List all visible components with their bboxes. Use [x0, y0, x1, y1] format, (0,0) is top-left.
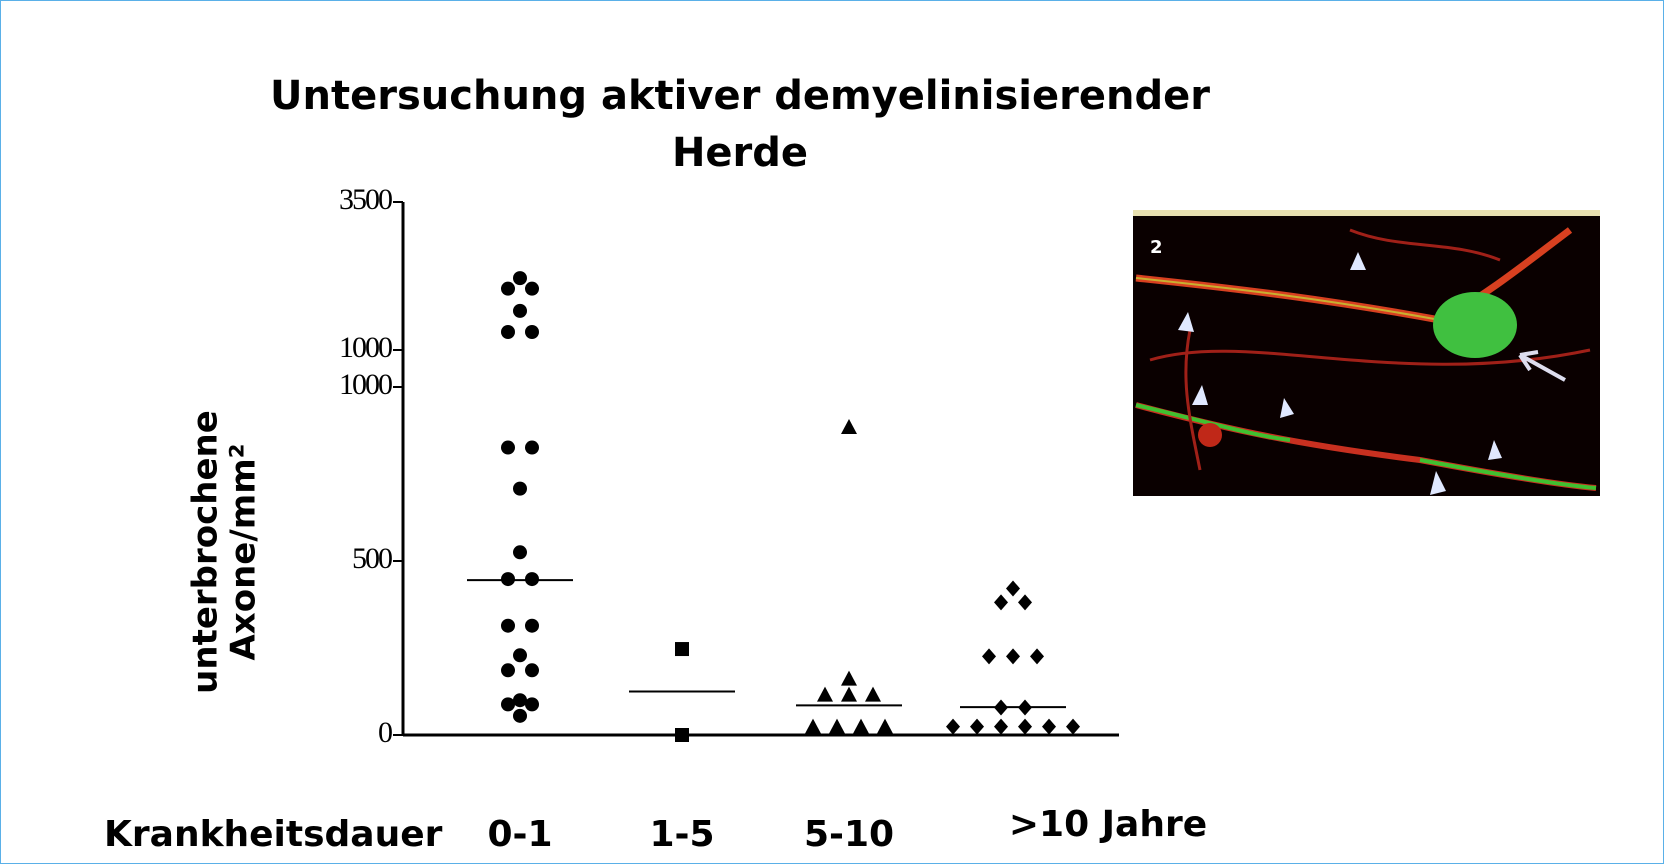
dot [501, 663, 515, 678]
dot [525, 440, 539, 455]
y-label-line: Axone/mm² [224, 443, 264, 660]
dot [501, 325, 515, 340]
dot [1018, 594, 1032, 611]
dot [501, 697, 515, 712]
dot [1030, 648, 1044, 665]
dot [675, 728, 689, 742]
dot [525, 325, 539, 340]
dot [513, 481, 527, 496]
dot [865, 686, 881, 702]
dot [501, 572, 515, 587]
x-tick-label: 5-10 [804, 814, 894, 855]
dot [501, 440, 515, 455]
dot [525, 697, 539, 712]
dot [817, 686, 833, 702]
dot [853, 718, 869, 734]
y-label-line: unterbrochene [186, 410, 226, 694]
dot [877, 718, 893, 734]
dot [513, 271, 527, 286]
dot [805, 718, 821, 734]
dot [829, 718, 845, 734]
dot [525, 281, 539, 296]
axon [1135, 277, 1441, 321]
dot [841, 419, 857, 435]
dot [982, 648, 996, 665]
y-tick-label: 1000 [339, 368, 392, 401]
dot [1006, 648, 1020, 665]
bulb [1198, 423, 1222, 447]
y-tick-label: 1000 [339, 331, 392, 364]
x-label: Krankheitsdauer [104, 814, 443, 855]
image-strip [1133, 210, 1600, 216]
title: Untersuchung aktiver demyelinisierender [270, 73, 1210, 119]
axon [1135, 403, 1597, 490]
dot [525, 663, 539, 678]
x-tick-label: 1-5 [649, 814, 714, 855]
dot [841, 670, 857, 686]
axon [1149, 228, 1591, 471]
dot [513, 545, 527, 560]
title: Herde [672, 130, 808, 176]
panel-number: 2 [1150, 237, 1163, 258]
dot [841, 686, 857, 702]
y-tick-label: 0 [378, 716, 392, 749]
dot [525, 572, 539, 587]
x-tick-label: 0-1 [487, 814, 552, 855]
dot [513, 648, 527, 663]
dot [513, 693, 527, 708]
micrograph: 2 [1133, 210, 1600, 496]
dot [970, 718, 984, 735]
dot [513, 303, 527, 318]
dot [1066, 718, 1080, 735]
x-tick-label: >10 Jahre [1009, 804, 1207, 845]
dot [994, 594, 1008, 611]
dot [501, 618, 515, 633]
dot [513, 708, 527, 723]
dot [946, 718, 960, 735]
dot [501, 281, 515, 296]
y-label: unterbrochene Axone/mm² [186, 410, 264, 694]
dot [1006, 580, 1020, 597]
arrow [1518, 350, 1566, 382]
dot [675, 642, 689, 657]
dot [994, 718, 1008, 735]
dot [525, 618, 539, 633]
dot [1042, 718, 1056, 735]
cell [1433, 292, 1517, 358]
dot [1018, 718, 1032, 735]
y-tick-label: 3500 [339, 183, 392, 216]
y-tick-label: 500 [352, 542, 392, 575]
